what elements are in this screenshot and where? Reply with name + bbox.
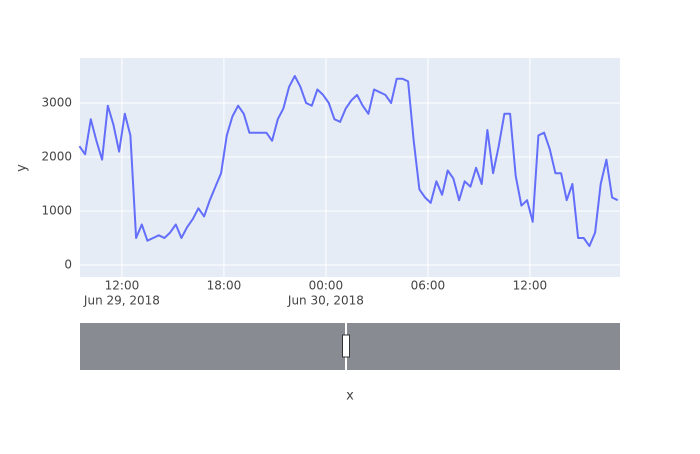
- y-tick-label: 3000: [41, 95, 72, 109]
- x-tick-label: 00:00: [309, 279, 344, 293]
- x-tick-label: 12:00: [105, 279, 140, 293]
- y-axis-title: y: [15, 164, 30, 172]
- x-tick-date: Jun 30, 2018: [287, 294, 364, 308]
- grid: [80, 58, 620, 277]
- x-tick-label: 12:00: [513, 279, 548, 293]
- x-tick-label: 06:00: [411, 279, 446, 293]
- y-tick-label: 0: [64, 258, 72, 272]
- data-line: [78, 75, 619, 248]
- lines: [78, 75, 619, 248]
- x-tick-label: 18:00: [207, 279, 242, 293]
- x-tick-date: Jun 29, 2018: [83, 294, 160, 308]
- y-tick-label: 1000: [41, 204, 72, 218]
- y-tick-label: 2000: [41, 149, 72, 163]
- range-slider[interactable]: [80, 323, 620, 370]
- x-axis-title: x: [346, 389, 354, 404]
- plot-area: [80, 58, 620, 277]
- slider-handle[interactable]: [342, 334, 350, 358]
